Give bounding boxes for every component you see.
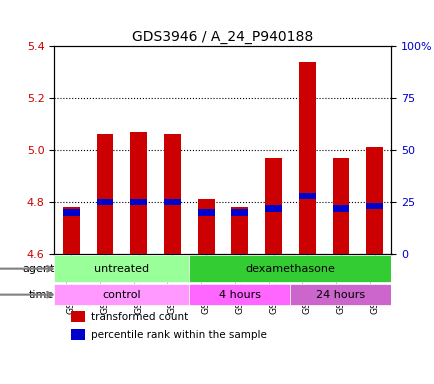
FancyBboxPatch shape (189, 255, 391, 282)
Bar (62, 209, 79, 216)
FancyBboxPatch shape (54, 255, 189, 282)
Bar (264, 158, 281, 254)
Title: GDS3946 / A_24_P940188: GDS3946 / A_24_P940188 (132, 30, 313, 44)
Bar (264, 205, 281, 212)
Text: agent: agent (22, 264, 54, 274)
Bar (62, 207, 79, 254)
Bar (332, 158, 349, 254)
Text: untreated: untreated (94, 264, 149, 274)
Bar (164, 199, 181, 205)
Text: control: control (102, 290, 141, 300)
Bar (298, 192, 315, 199)
Bar (332, 205, 349, 212)
Text: percentile rank within the sample: percentile rank within the sample (91, 329, 267, 339)
Text: 24 hours: 24 hours (316, 290, 365, 300)
Bar (197, 209, 214, 216)
Bar (365, 147, 382, 254)
Text: dexamethasone: dexamethasone (245, 264, 335, 274)
Text: 4 hours: 4 hours (218, 290, 260, 300)
Text: transformed count: transformed count (91, 312, 188, 322)
Bar (365, 203, 382, 209)
Bar (130, 199, 147, 205)
Bar (164, 134, 181, 254)
Bar (71, 329, 85, 340)
FancyBboxPatch shape (290, 285, 391, 305)
Bar (231, 207, 248, 254)
Text: time: time (29, 290, 54, 300)
Bar (197, 199, 214, 254)
Bar (96, 134, 113, 254)
FancyBboxPatch shape (189, 285, 290, 305)
Bar (96, 199, 113, 205)
Bar (298, 62, 315, 254)
FancyBboxPatch shape (54, 285, 189, 305)
Bar (71, 311, 85, 322)
Bar (231, 209, 248, 216)
Bar (130, 132, 147, 254)
